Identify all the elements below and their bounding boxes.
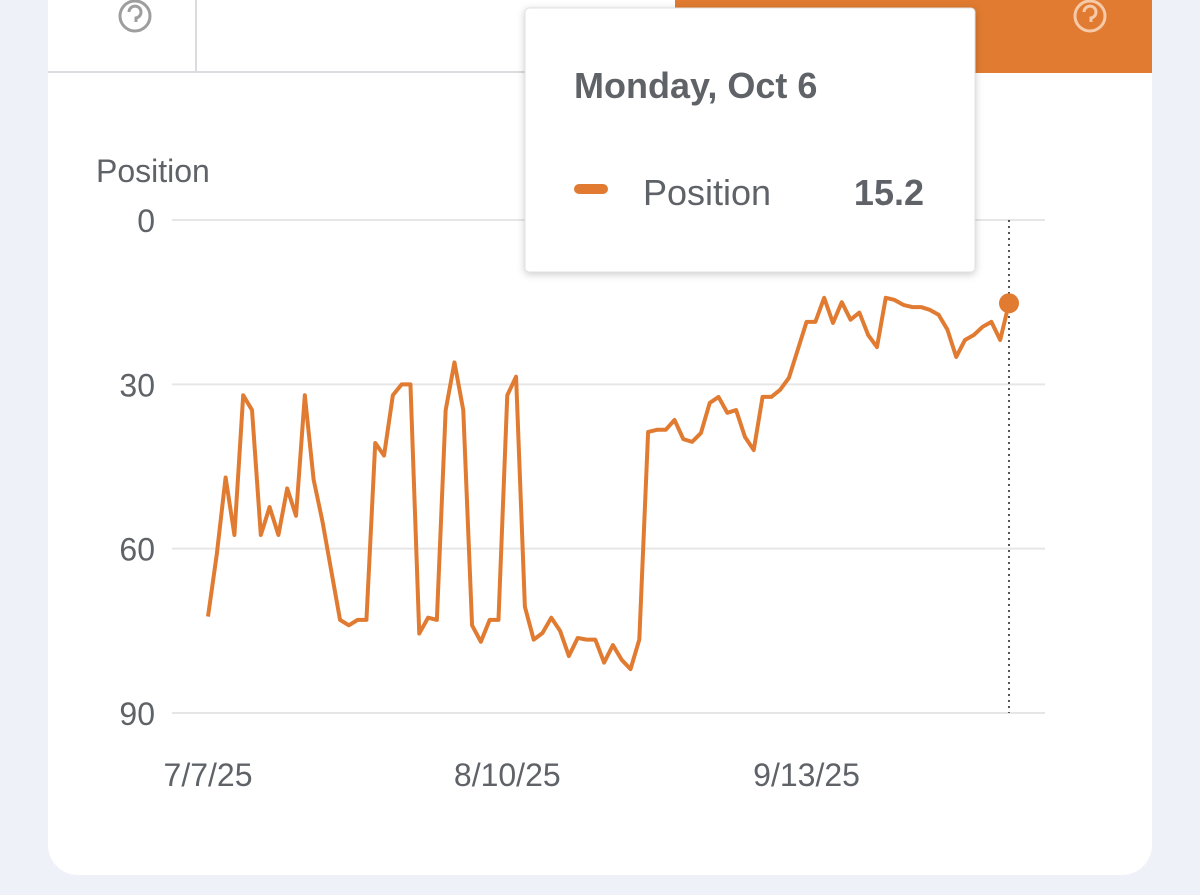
y-tick-label: 60 xyxy=(119,532,155,568)
tooltip: Monday, Oct 6 Position 15.2 xyxy=(524,7,976,273)
y-tick-label: 0 xyxy=(137,203,155,239)
tooltip-swatch xyxy=(574,184,608,194)
x-tick-label: 8/10/25 xyxy=(454,757,561,793)
tooltip-title: Monday, Oct 6 xyxy=(574,65,817,106)
tooltip-series: Position xyxy=(643,172,771,213)
hover-point xyxy=(999,293,1019,314)
tooltip-value: 15.2 xyxy=(854,172,924,213)
x-tick-label: 9/13/25 xyxy=(753,757,860,793)
data-line xyxy=(206,295,1011,672)
y-axis-title: Position xyxy=(96,153,210,189)
help-icons xyxy=(118,0,1107,33)
help-icon[interactable] xyxy=(1073,0,1107,33)
y-tick-label: 90 xyxy=(119,696,155,732)
help-icon[interactable] xyxy=(118,0,152,33)
x-tick-label: 7/7/25 xyxy=(164,757,253,793)
y-tick-label: 30 xyxy=(119,367,155,403)
